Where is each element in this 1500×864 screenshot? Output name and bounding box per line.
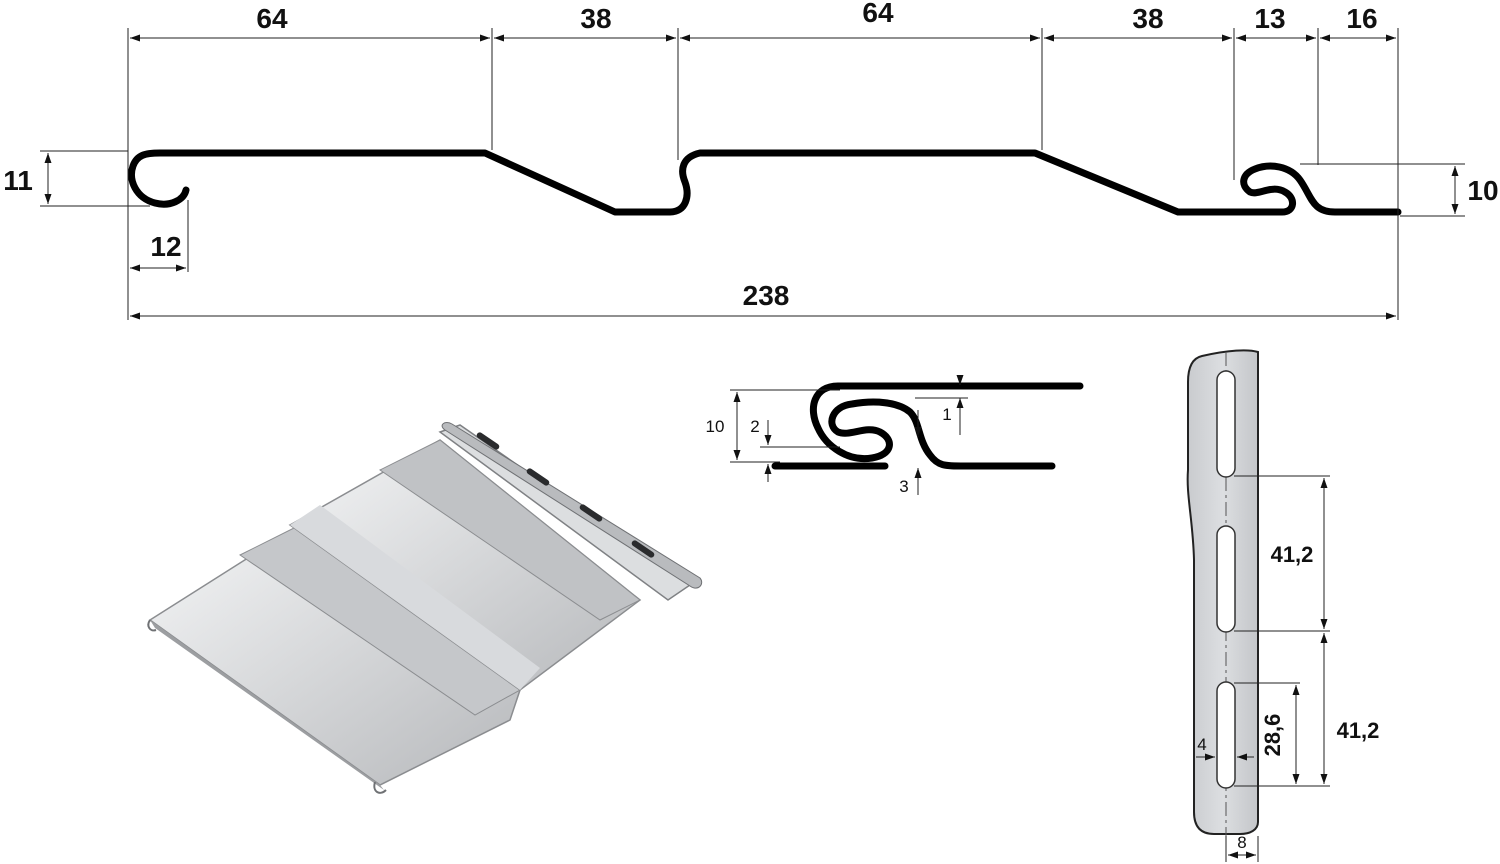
dim-segment-4: 38 <box>1132 3 1163 34</box>
lock-detail-dimensions: 10 2 1 3 <box>706 375 968 496</box>
nail-slot <box>1216 370 1236 478</box>
dim-segment-6: 16 <box>1346 3 1377 34</box>
siding-panel-3d-illustration <box>147 422 703 794</box>
nail-strip-detail <box>1186 349 1259 860</box>
panel-nail-slots <box>476 432 655 558</box>
profile-extension-lines <box>40 28 1465 320</box>
nail-slot <box>1216 525 1236 633</box>
dim-top-gap: 1 <box>942 405 951 424</box>
profile-dimension-labels: 64 38 64 38 13 16 11 10 12 238 <box>3 0 1498 311</box>
dim-inner-gap: 2 <box>750 417 759 436</box>
dim-slot-pitch-2: 41,2 <box>1337 718 1380 743</box>
siding-profile-line <box>128 149 1402 216</box>
dim-overall-width: 238 <box>743 280 790 311</box>
dim-hook-width: 12 <box>150 231 181 262</box>
lock-profile-line <box>809 382 1084 470</box>
lock-detail <box>771 382 1084 470</box>
dim-strip-offset: 8 <box>1237 833 1246 852</box>
dim-segment-2: 38 <box>580 3 611 34</box>
dim-right-height: 10 <box>1467 175 1498 206</box>
dim-slot-width: 4 <box>1197 735 1206 754</box>
profile-top-dimension-chain <box>44 34 1459 320</box>
nail-strip-dimensions: 41,2 41,2 28,6 4 8 <box>1196 475 1380 862</box>
dim-segment-5: 13 <box>1254 3 1285 34</box>
nail-slots <box>1216 370 1236 789</box>
dim-lock-height: 10 <box>706 417 725 436</box>
dim-left-height: 11 <box>3 165 33 196</box>
dim-slot-pitch-1: 41,2 <box>1271 542 1314 567</box>
dim-segment-3: 64 <box>862 0 894 28</box>
dim-slot-length: 28,6 <box>1260 714 1285 757</box>
dim-bottom-gap: 3 <box>899 477 908 496</box>
dim-segment-1: 64 <box>256 3 288 34</box>
nail-slot <box>1216 681 1236 789</box>
profile-cross-section <box>128 149 1402 216</box>
